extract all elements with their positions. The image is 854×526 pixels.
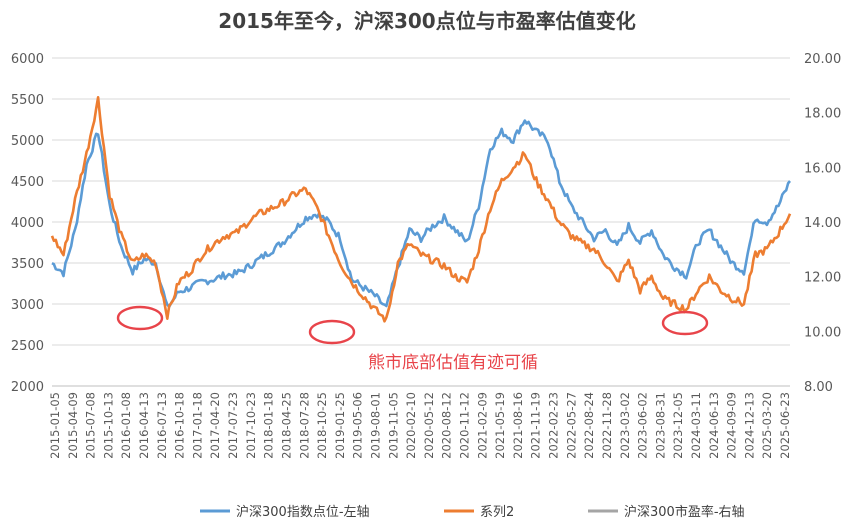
right-tick-label: 14.00 bbox=[804, 216, 841, 231]
x-tick-label: 2015-07-08 bbox=[84, 392, 98, 459]
x-tick-label: 2021-05-19 bbox=[493, 392, 507, 459]
x-tick-label: 2023-03-02 bbox=[618, 392, 632, 459]
x-tick-label: 2024-06-13 bbox=[707, 392, 721, 459]
annotation-text: 熊市底部估值有迹可循 bbox=[368, 353, 538, 373]
right-tick-label: 12.00 bbox=[804, 271, 841, 286]
series-lines bbox=[50, 96, 792, 323]
x-tick-label: 2019-05-06 bbox=[351, 392, 365, 459]
x-tick-label: 2018-10-25 bbox=[315, 392, 329, 459]
x-tick-label: 2020-08-12 bbox=[440, 392, 454, 459]
x-tick-label: 2022-08-24 bbox=[582, 392, 596, 459]
left-tick-label: 2000 bbox=[11, 380, 44, 395]
x-tick-label: 2017-07-23 bbox=[226, 392, 240, 459]
left-tick-label: 5000 bbox=[11, 134, 44, 149]
x-tick-label: 2018-01-18 bbox=[262, 392, 276, 459]
x-tick-label: 2016-04-13 bbox=[137, 392, 151, 459]
right-tick-label: 8.00 bbox=[804, 380, 833, 395]
x-tick-label: 2015-04-09 bbox=[66, 392, 80, 459]
legend-label-0: 沪深300指数点位-左轴 bbox=[236, 504, 370, 520]
left-tick-label: 6000 bbox=[11, 52, 44, 67]
x-tick-label: 2024-09-09 bbox=[725, 392, 739, 459]
left-tick-label: 3000 bbox=[11, 298, 44, 313]
left-tick-label: 3500 bbox=[11, 257, 44, 272]
x-tick-label: 2022-11-28 bbox=[600, 392, 614, 459]
x-tick-label: 2023-08-31 bbox=[653, 392, 667, 459]
bottom-circle-1 bbox=[116, 305, 164, 331]
x-tick-label: 2017-04-20 bbox=[208, 392, 222, 459]
x-tick-label: 2022-05-27 bbox=[564, 392, 578, 459]
left-tick-label: 4000 bbox=[11, 216, 44, 231]
x-tick-label: 2015-10-13 bbox=[101, 392, 115, 459]
x-tick-label: 2018-07-28 bbox=[297, 392, 311, 459]
x-tick-label: 2019-11-05 bbox=[386, 392, 400, 459]
x-tick-label: 2019-01-25 bbox=[333, 392, 347, 459]
x-tick-label: 2020-05-12 bbox=[422, 392, 436, 459]
left-tick-label: 4500 bbox=[11, 175, 44, 190]
x-tick-label: 2017-10-23 bbox=[244, 392, 258, 459]
x-tick-label: 2020-11-12 bbox=[458, 392, 472, 459]
legend: 沪深300指数点位-左轴 系列2 沪深300市盈率-右轴 bbox=[200, 504, 745, 520]
x-axis: 2015-01-05 2015-04-09 2015-07-08 2015-10-13… bbox=[48, 385, 792, 459]
bottom-circle-3 bbox=[661, 310, 709, 336]
left-axis: 2000 2500 3000 3500 4000 4500 5000 5500 6000 bbox=[11, 52, 44, 395]
x-tick-label: 2025-03-20 bbox=[760, 392, 774, 459]
x-tick-label: 2024-03-11 bbox=[689, 392, 703, 459]
legend-label-1: 系列2 bbox=[480, 505, 514, 520]
x-tick-label: 2024-12-13 bbox=[742, 392, 756, 459]
right-tick-label: 16.00 bbox=[804, 161, 841, 176]
right-tick-label: 18.00 bbox=[804, 107, 841, 122]
x-tick-label: 2016-10-18 bbox=[173, 392, 187, 459]
left-tick-label: 2500 bbox=[11, 339, 44, 354]
series-line-0 bbox=[51, 119, 792, 309]
x-tick-label: 2019-08-01 bbox=[368, 392, 382, 459]
x-tick-label: 2023-12-05 bbox=[671, 392, 685, 459]
bottom-circle-2 bbox=[308, 319, 356, 345]
x-tick-label: 2021-08-16 bbox=[511, 392, 525, 459]
right-tick-label: 20.00 bbox=[804, 52, 841, 67]
left-tick-label: 5500 bbox=[11, 93, 44, 108]
chart-title: 2015年至今，沪深300点位与市盈率估值变化 bbox=[218, 9, 635, 33]
x-tick-label: 2016-07-13 bbox=[155, 392, 169, 459]
x-tick-label: 2021-11-19 bbox=[529, 392, 543, 459]
grid-lines bbox=[52, 57, 790, 387]
right-tick-label: 10.00 bbox=[804, 325, 841, 340]
x-tick-label: 2015-01-05 bbox=[48, 392, 62, 459]
series-line-1 bbox=[50, 96, 792, 323]
x-tick-label: 2016-01-08 bbox=[119, 392, 133, 459]
x-tick-label: 2017-01-18 bbox=[190, 392, 204, 459]
x-tick-label: 2025-06-23 bbox=[778, 392, 792, 459]
x-tick-label: 2022-02-23 bbox=[547, 392, 561, 459]
x-tick-label: 2020-02-10 bbox=[404, 392, 418, 459]
x-tick-label: 2018-04-25 bbox=[279, 392, 293, 459]
bottom-markers bbox=[116, 305, 709, 345]
right-axis: 8.00 10.00 12.00 14.00 16.00 18.00 20.00 bbox=[804, 52, 841, 395]
legend-label-2: 沪深300市盈率-右轴 bbox=[624, 504, 745, 520]
x-tick-label: 2021-02-09 bbox=[475, 392, 489, 459]
x-tick-label: 2023-06-02 bbox=[636, 392, 650, 459]
